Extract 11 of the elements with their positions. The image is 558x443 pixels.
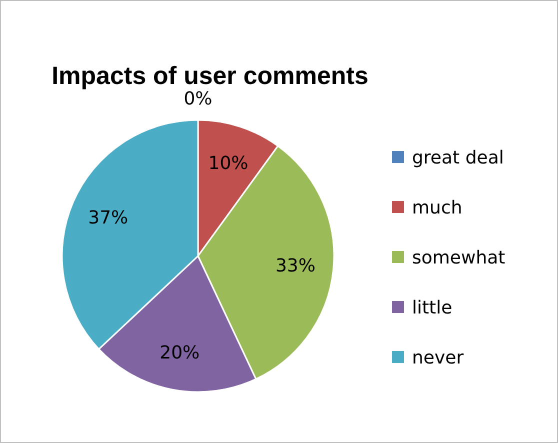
legend-label: little: [412, 297, 452, 318]
legend-label: great deal: [412, 147, 504, 168]
legend-label: somewhat: [412, 247, 506, 268]
legend-label: never: [412, 347, 464, 368]
legend-label: much: [412, 197, 462, 218]
data-label: 10%: [208, 153, 248, 174]
data-label: 20%: [160, 342, 200, 364]
data-label: 33%: [275, 256, 316, 277]
data-label: 37%: [88, 207, 128, 228]
text: 0%: [184, 88, 212, 110]
chart-title: Impacts of user comments: [52, 62, 368, 90]
